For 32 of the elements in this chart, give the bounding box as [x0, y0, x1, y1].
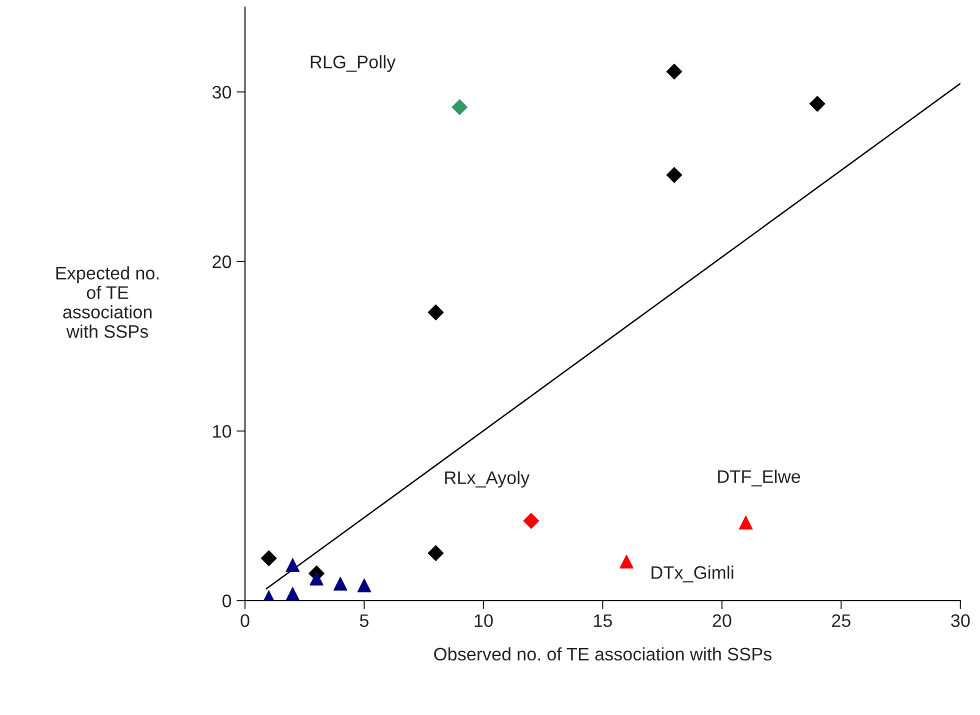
point	[428, 545, 444, 562]
point	[286, 586, 300, 601]
y-tick-label: 0	[222, 594, 232, 608]
point	[523, 512, 540, 529]
annotation: RLG_Polly	[310, 55, 396, 72]
point	[260, 550, 277, 566]
y-tick-label: 20	[212, 255, 232, 268]
x-tick-label: 30	[951, 614, 970, 628]
annotation: DTF_Elwe	[718, 470, 800, 486]
point	[333, 576, 348, 591]
y-axis-title: Expected no. of TE association with SSPs	[56, 266, 159, 338]
point	[666, 167, 682, 183]
annotation: RLx_Ayoly	[445, 470, 530, 488]
x-tick-label: 15	[594, 614, 612, 628]
point	[452, 99, 468, 116]
point	[666, 64, 682, 80]
y-tick-label: 10	[213, 424, 232, 438]
point	[809, 96, 826, 112]
point	[620, 554, 634, 569]
point	[738, 516, 753, 530]
annotation: DTx_Gimli	[652, 566, 734, 582]
x-tick-label: 25	[832, 614, 850, 628]
x-tick-label: 5	[360, 614, 368, 628]
y-tick-label: 30	[212, 86, 232, 99]
x-tick-label: 10	[474, 614, 493, 628]
x-tick-label: 20	[712, 614, 732, 628]
x-axis-title: Observed no. of TE association with SSPs	[434, 647, 772, 661]
point	[428, 304, 444, 320]
point	[286, 558, 300, 572]
x-tick-label: 0	[240, 614, 250, 628]
point	[357, 578, 372, 592]
point	[310, 572, 324, 586]
